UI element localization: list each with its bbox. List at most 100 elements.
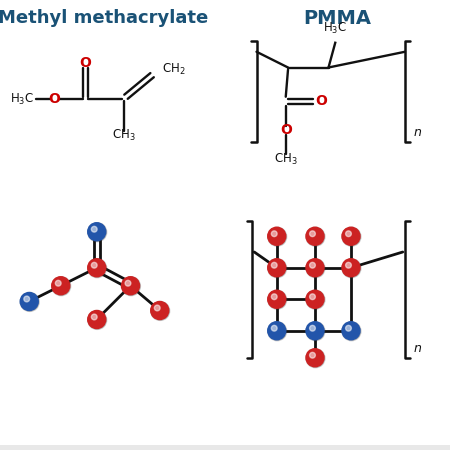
Bar [0,447,450,450]
Bar [0,446,450,448]
Bar [0,446,450,449]
Bar [0,446,450,448]
Bar [0,446,450,448]
Bar [0,447,450,449]
Bar [0,447,450,449]
Circle shape [306,349,324,367]
Circle shape [151,302,169,319]
Bar [0,448,450,450]
Bar [0,446,450,448]
Bar [0,446,450,448]
Bar [0,447,450,449]
Bar [0,448,450,450]
Bar [0,446,450,449]
Bar [0,446,450,448]
Bar [0,447,450,450]
Circle shape [310,352,315,358]
Text: H$_3$C: H$_3$C [323,21,347,36]
Bar [0,447,450,449]
Bar [0,447,450,450]
Bar [0,446,450,449]
Bar [0,448,450,450]
Text: H$_3$C: H$_3$C [10,91,35,107]
Bar [0,447,450,450]
Bar [0,446,450,449]
Circle shape [306,227,325,246]
Bar [0,446,450,448]
Bar [0,447,450,449]
Bar [0,447,450,450]
Circle shape [91,314,97,320]
Circle shape [55,280,61,286]
Bar [0,447,450,449]
Circle shape [268,259,286,277]
Bar [0,446,450,448]
Circle shape [52,277,70,295]
Bar [0,447,450,450]
Bar [0,446,450,449]
Bar [0,447,450,449]
Bar [0,447,450,449]
Circle shape [271,325,277,331]
Text: O: O [280,123,292,138]
Bar [0,447,450,450]
Circle shape [88,310,107,329]
Bar [0,448,450,450]
Bar [0,446,450,449]
Circle shape [342,227,361,246]
Bar [0,447,450,449]
Bar [0,447,450,449]
Bar [0,446,450,449]
Circle shape [88,259,107,278]
Circle shape [310,262,315,268]
Bar [0,448,450,450]
Circle shape [306,322,325,341]
Circle shape [268,322,286,340]
Bar [0,447,450,450]
Bar [0,446,450,449]
Bar [0,447,450,449]
Bar [0,447,450,449]
Bar [0,446,450,448]
Bar [0,447,450,450]
Circle shape [88,310,106,328]
Bar [0,447,450,450]
Bar [0,446,450,449]
Bar [0,446,450,448]
Circle shape [310,294,315,300]
Circle shape [91,262,97,268]
Bar [0,446,450,448]
Circle shape [271,294,277,300]
Bar [0,447,450,449]
Bar [0,447,450,449]
Circle shape [151,302,170,320]
Circle shape [122,277,140,296]
Bar [0,446,450,448]
Bar [0,446,450,449]
Bar [0,446,450,448]
Bar [0,446,450,448]
Bar [0,446,450,448]
Bar [0,446,450,449]
Bar [0,446,450,449]
Bar [0,446,450,448]
Bar [0,446,450,448]
Bar [0,447,450,449]
Bar [0,446,450,449]
Bar [0,446,450,448]
Bar [0,448,450,450]
Bar [0,447,450,449]
Circle shape [20,292,38,310]
Circle shape [342,322,360,340]
Bar [0,447,450,450]
Bar [0,446,450,449]
Circle shape [88,223,107,242]
Bar [0,446,450,448]
Bar [0,446,450,449]
Bar [0,447,450,450]
Circle shape [154,305,160,311]
Bar [0,447,450,450]
Bar [0,446,450,448]
Bar [0,446,450,448]
Bar [0,447,450,450]
